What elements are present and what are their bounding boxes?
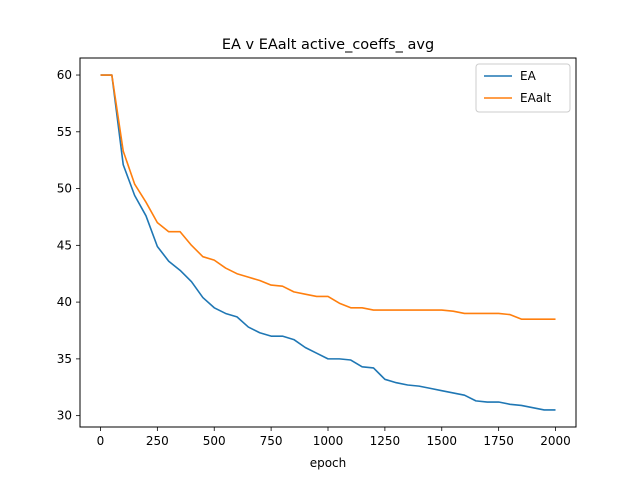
x-tick-label: 1500	[426, 434, 457, 448]
legend-label-eaalt: EAalt	[520, 91, 551, 105]
x-tick-label: 250	[146, 434, 169, 448]
series-line-eaalt	[100, 74, 556, 320]
x-tick-label: 1000	[313, 434, 344, 448]
plot-area	[100, 74, 556, 411]
y-tick-label: 40	[57, 295, 72, 309]
x-tick-label: 1750	[483, 434, 514, 448]
x-tick-label: 500	[203, 434, 226, 448]
y-tick-label: 35	[57, 352, 72, 366]
legend: EA EAalt	[475, 63, 571, 113]
y-tick-label: 60	[57, 68, 72, 82]
x-tick-label: 750	[260, 434, 283, 448]
y-tick-label: 55	[57, 125, 72, 139]
plot-frame	[79, 57, 577, 428]
x-tick-label: 1250	[370, 434, 401, 448]
y-tick-label: 50	[57, 182, 72, 196]
x-tick-label: 2000	[540, 434, 571, 448]
x-tick-label: 0	[97, 434, 105, 448]
y-tick-label: 45	[57, 238, 72, 252]
series-line-ea	[100, 74, 556, 411]
y-tick-label: 30	[57, 409, 72, 423]
x-axis-label: epoch	[310, 456, 347, 470]
chart-title: EA v EAalt active_coeffs_ avg	[222, 37, 434, 53]
legend-label-ea: EA	[520, 69, 537, 83]
